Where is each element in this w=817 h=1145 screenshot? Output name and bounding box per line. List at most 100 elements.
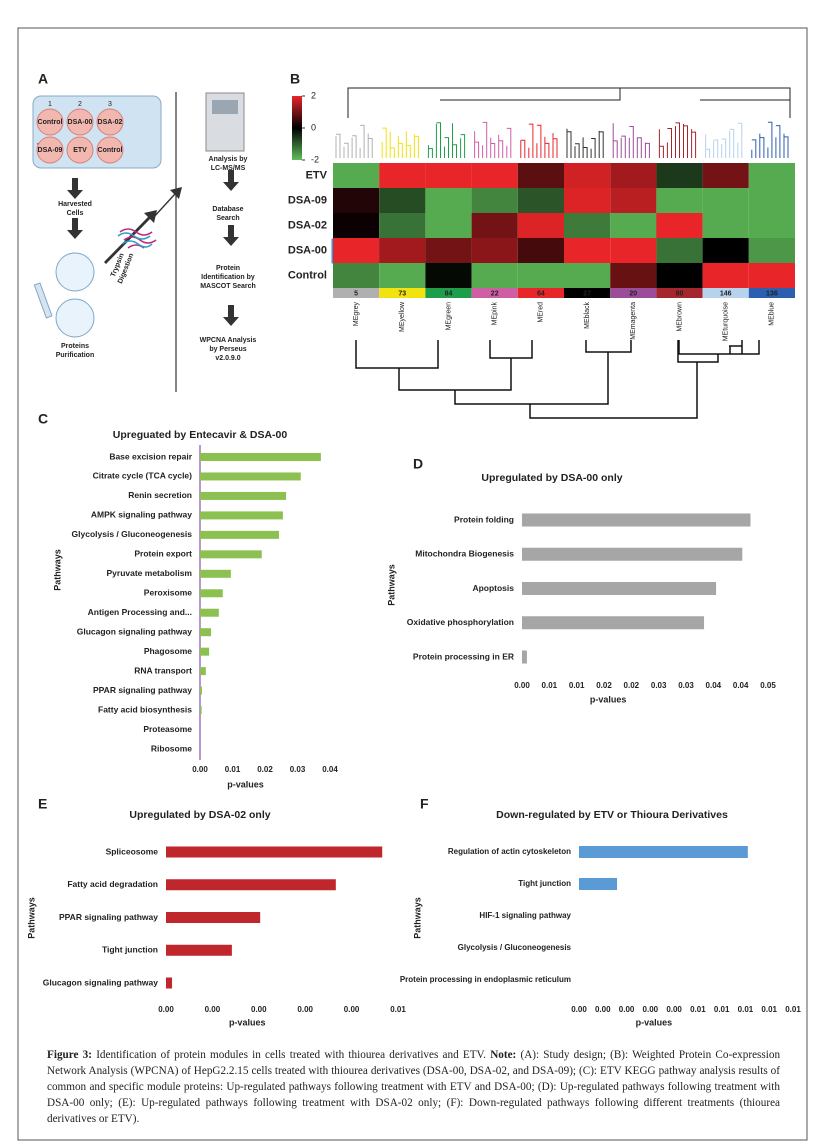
- module-count: 84: [445, 290, 453, 297]
- bar: [200, 589, 223, 598]
- tube: [33, 282, 53, 319]
- module-tree: [474, 121, 512, 158]
- module-tree: [381, 127, 419, 158]
- step-label: Proteins Purification: [55, 343, 95, 359]
- ms-panel: [212, 100, 238, 114]
- category-label: Tight junction: [102, 945, 158, 955]
- lab-equipment: [33, 92, 245, 338]
- module-tree: [335, 124, 373, 158]
- module-color: [656, 288, 703, 298]
- heatmap-cell: [656, 188, 703, 213]
- heatmap-cell: [748, 163, 795, 188]
- bar: [522, 650, 527, 664]
- bar: [579, 846, 748, 858]
- step-label: Protein Identification by MASCOT Search: [200, 265, 256, 290]
- module-count: 136: [766, 290, 778, 297]
- caption: Figure 3: Identification of protein modu…: [47, 1047, 780, 1127]
- panel-label: C: [38, 411, 48, 427]
- heatmap-cell: [564, 238, 611, 263]
- module-tree: [705, 122, 743, 158]
- row-label: DSA-00: [288, 244, 327, 256]
- module-color: [425, 288, 472, 298]
- x-axis-label: p-values: [636, 1017, 673, 1027]
- colorbar-tick-label: -2: [311, 154, 319, 164]
- bar: [200, 453, 321, 461]
- heatmap-cell: [610, 263, 657, 288]
- category-label: HIF-1 signaling pathway: [479, 911, 571, 920]
- heatmap-cell: [379, 213, 426, 238]
- category-label: AMPK signaling pathway: [91, 510, 192, 520]
- well: [66, 108, 94, 136]
- x-tick-label: 0.00: [666, 1005, 682, 1014]
- category-label: Phagosome: [144, 646, 192, 656]
- bar: [200, 530, 279, 539]
- x-tick-label: 0.01: [542, 681, 558, 690]
- category-label: Renin secretion: [128, 490, 192, 500]
- x-tick-label: 0.01: [225, 765, 241, 774]
- x-tick-label: 0.01: [761, 1005, 777, 1014]
- x-tick-label: 0.00: [205, 1005, 221, 1014]
- heatmap-cell: [471, 213, 518, 238]
- heatmap-cell: [656, 213, 703, 238]
- arrow: [223, 305, 239, 326]
- x-tick-label: 0.00: [643, 1005, 659, 1014]
- x-tick-label: 0.01: [785, 1005, 801, 1014]
- arrow: [223, 170, 239, 191]
- module-color: [379, 288, 426, 298]
- category-label: Citrate cycle (TCA cycle): [93, 471, 193, 481]
- well-label: DSA-00: [68, 119, 93, 126]
- heatmap-cell: [610, 188, 657, 213]
- bar: [200, 472, 301, 481]
- x-tick-label: 0.02: [624, 681, 640, 690]
- row-label: DSA-09: [288, 194, 327, 206]
- heatmap-cell: [564, 263, 611, 288]
- caption-figure-label: Figure 3:: [47, 1049, 92, 1061]
- category-label: Fatty acid biosynthesis: [98, 704, 192, 714]
- module-label: MEpink: [492, 302, 499, 326]
- well-label: DSA-09: [38, 147, 63, 154]
- module-label: MEbrown: [676, 302, 683, 332]
- bar: [200, 667, 206, 676]
- bar: [200, 608, 219, 617]
- heatmap-cell: [517, 238, 564, 263]
- chart-title: Upregulated by DSA-00 only: [481, 472, 622, 484]
- x-tick-label: 0.01: [738, 1005, 754, 1014]
- category-label: Mitochondra Biogenesis: [415, 549, 514, 559]
- module-count: 80: [676, 290, 684, 297]
- module-count: 27: [583, 290, 591, 297]
- category-label: Fatty acid degradation: [67, 879, 158, 889]
- y-axis-label: Pathways: [52, 549, 62, 591]
- category-label: Apoptosis: [472, 583, 514, 593]
- x-tick-label: 0.00: [619, 1005, 635, 1014]
- heatmap-cell: [564, 188, 611, 213]
- module-label: MEyellow: [399, 301, 406, 332]
- module-count: 64: [537, 290, 545, 297]
- x-tick-label: 0.00: [251, 1005, 267, 1014]
- heatmap-cell: [702, 213, 749, 238]
- heatmap-cell: [748, 188, 795, 213]
- module-color: [471, 288, 518, 298]
- colorbar-tick-label: 2: [311, 90, 316, 100]
- arrow: [152, 187, 182, 219]
- step-label: Database Search: [212, 206, 244, 222]
- module-color: [610, 288, 657, 298]
- heatmap-cell: [333, 238, 380, 263]
- bar: [166, 846, 383, 858]
- bar: [166, 977, 173, 989]
- heatmap-cell: [702, 263, 749, 288]
- arrows: [67, 170, 239, 326]
- heatmap-cell: [748, 238, 795, 263]
- module-tree: [658, 122, 697, 158]
- bar: [200, 491, 287, 500]
- heatmap-cell: [379, 263, 426, 288]
- row-label: Control: [288, 269, 327, 281]
- figure-border: [17, 27, 808, 1141]
- category-label: Protein export: [134, 549, 192, 559]
- module-label: MEred: [538, 302, 545, 323]
- category-label: PPAR signaling pathway: [59, 912, 158, 922]
- heatmap-cell: [379, 188, 426, 213]
- module-color: [564, 288, 611, 298]
- x-axis-label: p-values: [229, 1017, 266, 1027]
- heatmap-cell: [425, 188, 472, 213]
